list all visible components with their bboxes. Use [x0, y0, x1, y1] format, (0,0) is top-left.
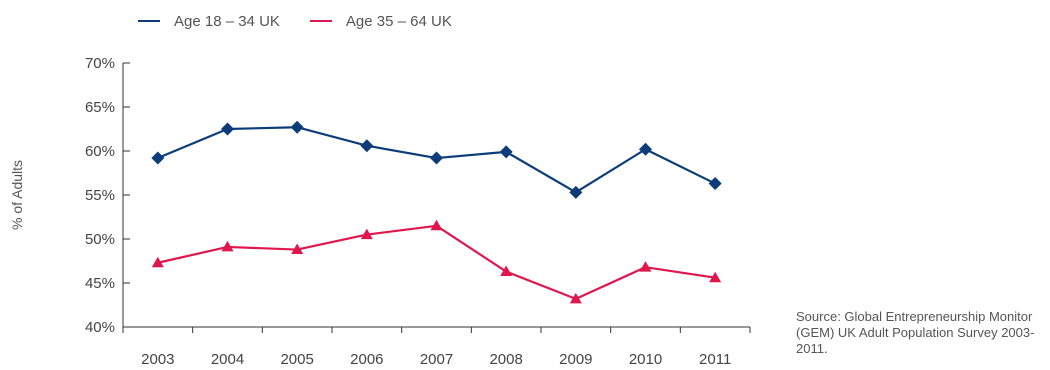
data-point-series-1-2009 — [569, 185, 583, 199]
data-point-series-2-2005 — [291, 243, 304, 255]
y-tick-label-65: 65% — [85, 99, 115, 116]
x-tick-label-2005: 2005 — [280, 351, 313, 368]
y-tick-label-45: 45% — [85, 275, 115, 292]
legend-swatch-series-2 — [309, 20, 332, 22]
x-tick-label-2010: 2010 — [629, 351, 662, 368]
data-point-series-2-2011 — [709, 271, 722, 283]
source-note: Source: Global Entrepreneurship Monitor … — [796, 309, 1035, 356]
x-tick-label-2004: 2004 — [211, 351, 244, 368]
x-tick-label-2009: 2009 — [559, 351, 592, 368]
data-point-series-2-2010 — [639, 261, 652, 272]
data-point-series-1-2004 — [221, 122, 234, 136]
data-point-series-1-2003 — [151, 151, 165, 165]
data-point-series-2-2003 — [151, 256, 164, 268]
data-point-series-1-2006 — [360, 139, 374, 153]
x-tick-label-2006: 2006 — [350, 351, 383, 368]
legend-label-series-1: Age 18 – 34 UK — [174, 12, 280, 30]
legend-item-series-1: Age 18 – 34 UK — [138, 13, 280, 30]
x-tick-label-2011: 2011 — [699, 351, 731, 368]
y-tick-label-50: 50% — [85, 231, 115, 248]
y-tick-label-55: 55% — [85, 187, 115, 204]
data-point-series-1-2005 — [290, 120, 304, 134]
data-point-series-2-2009 — [569, 292, 582, 304]
series-line-2 — [157, 224, 716, 300]
y-tick-label-70: 70% — [85, 55, 115, 72]
data-point-series-2-2007 — [430, 219, 443, 231]
legend-label-series-2: Age 35 – 64 UK — [345, 12, 452, 30]
legend: Age 18 – 34 UK Age 35 – 64 UK — [138, 8, 482, 34]
x-tick-label-2008: 2008 — [489, 351, 522, 368]
legend-swatch-series-1 — [138, 20, 160, 22]
legend-item-series-2: Age 35 – 64 UK — [309, 12, 452, 30]
y-axis-title: % of Adults — [9, 160, 25, 230]
x-tick-label-2003: 2003 — [141, 351, 174, 368]
x-tick-label-2007: 2007 — [420, 351, 453, 368]
data-point-series-1-2010 — [639, 142, 652, 156]
data-point-series-1-2008 — [499, 145, 513, 159]
y-tick-label-40: 40% — [85, 319, 115, 336]
data-point-series-2-2008 — [500, 265, 513, 277]
data-point-series-1-2011 — [708, 177, 722, 191]
data-point-series-2-2004 — [221, 240, 234, 252]
y-tick-label-60: 60% — [85, 143, 115, 160]
data-point-series-1-2007 — [430, 151, 443, 165]
data-point-series-2-2006 — [360, 228, 373, 240]
